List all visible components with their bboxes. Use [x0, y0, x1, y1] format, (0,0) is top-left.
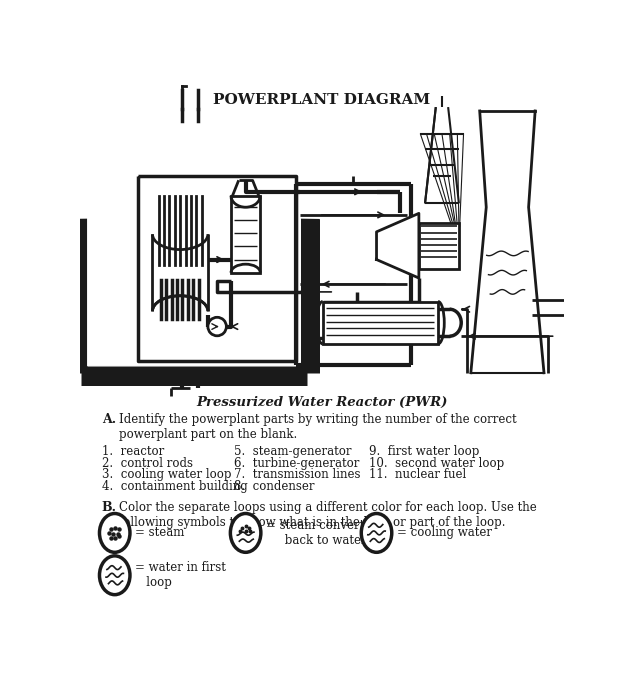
Text: Color the separate loops using a different color for each loop. Use the
followin: Color the separate loops using a differe…: [119, 500, 536, 528]
Text: 1.  reactor: 1. reactor: [102, 445, 164, 458]
Text: 7.  transmission lines: 7. transmission lines: [234, 468, 360, 481]
Text: Identify the powerplant parts by writing the number of the correct
powerplant pa: Identify the powerplant parts by writing…: [119, 413, 516, 441]
Polygon shape: [471, 111, 544, 372]
Text: 10.  second water loop: 10. second water loop: [369, 456, 504, 470]
Text: Pressurized Water Reactor (PWR): Pressurized Water Reactor (PWR): [196, 396, 448, 409]
Text: = steam: = steam: [135, 526, 184, 540]
Text: = water in first
   loop: = water in first loop: [135, 561, 225, 589]
Text: 5.  steam-generator: 5. steam-generator: [234, 445, 352, 458]
Ellipse shape: [99, 556, 130, 595]
Text: 11.  nuclear fuel: 11. nuclear fuel: [369, 468, 466, 481]
Circle shape: [208, 317, 226, 336]
Text: B.: B.: [102, 500, 117, 514]
Text: 2.  control rods: 2. control rods: [102, 456, 193, 470]
Ellipse shape: [361, 514, 392, 552]
Bar: [323, 302, 438, 344]
Ellipse shape: [99, 514, 130, 552]
Bar: [231, 195, 260, 272]
Text: 8.  condenser: 8. condenser: [234, 480, 315, 493]
Text: 4.  containment building: 4. containment building: [102, 480, 247, 493]
Ellipse shape: [230, 514, 261, 552]
Polygon shape: [88, 113, 300, 366]
Text: POWERPLANT DIAGRAM: POWERPLANT DIAGRAM: [214, 93, 430, 107]
Text: = steam converted
     back to water: = steam converted back to water: [266, 519, 379, 547]
Text: 6.  turbine-generator: 6. turbine-generator: [234, 456, 359, 470]
Text: 9.  first water loop: 9. first water loop: [369, 445, 479, 458]
Text: = cooling water: = cooling water: [396, 526, 492, 540]
Text: 3.  cooling water loop: 3. cooling water loop: [102, 468, 231, 481]
Bar: [419, 223, 459, 269]
Polygon shape: [377, 214, 419, 278]
Bar: [153, 234, 208, 311]
Text: A.: A.: [102, 413, 116, 426]
